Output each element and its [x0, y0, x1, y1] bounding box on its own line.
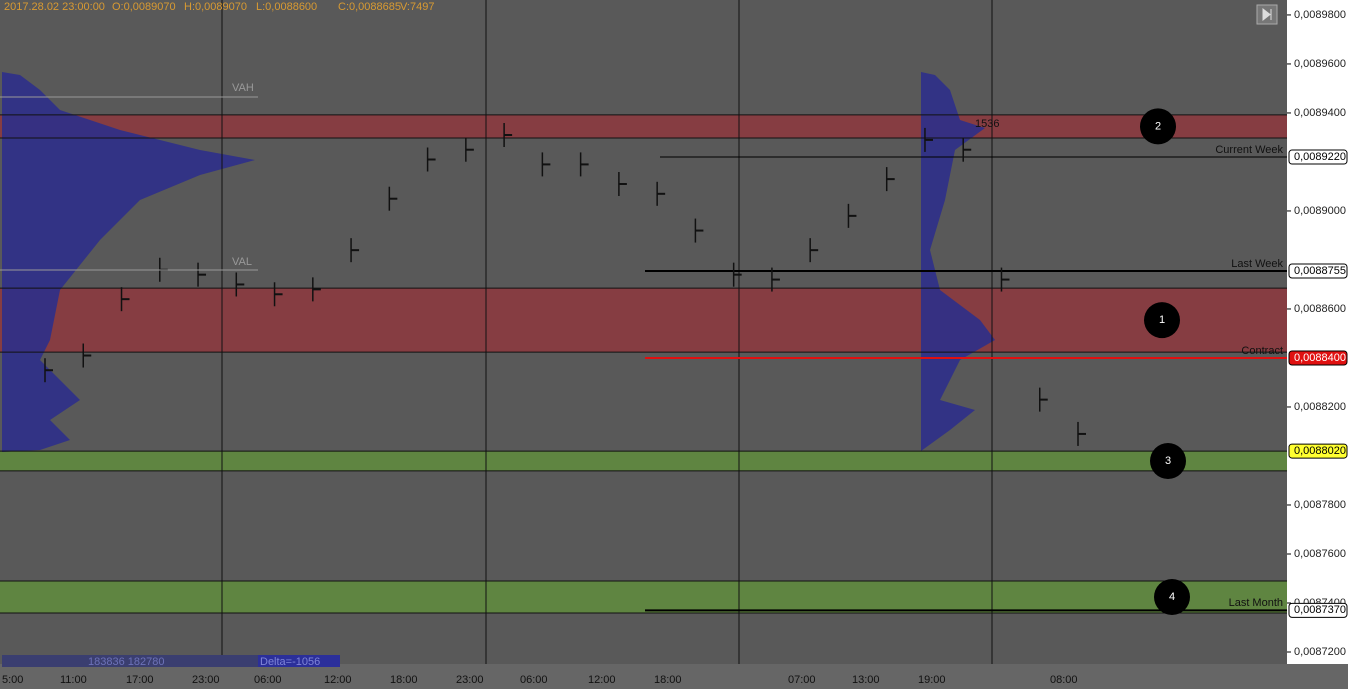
volume-profile-right: [921, 72, 995, 451]
current-price-box: [1288, 443, 1348, 459]
level-price-label: 0,0087370: [1294, 604, 1346, 616]
price-axis: [1287, 0, 1348, 664]
zone: [0, 451, 1287, 471]
time-axis: [0, 664, 1348, 689]
level-price-box: [1288, 263, 1348, 279]
y-tick-label: 0,0089600: [1294, 58, 1346, 70]
profile-volume: 1536: [975, 118, 999, 130]
zone-badge: [1144, 302, 1180, 339]
level-price-label: 0,0088755: [1294, 265, 1346, 277]
x-tick-label: 13:00: [852, 674, 880, 686]
totals: 183836 182780: [88, 656, 164, 668]
ohlc-info: O:0,0089070: [112, 1, 176, 13]
vah-label: VAH: [232, 82, 254, 94]
session-lines: [221, 0, 993, 664]
zone: [0, 114, 1287, 138]
x-tick-label: 18:00: [390, 674, 418, 686]
zone-badge: [1154, 578, 1190, 615]
x-tick-label: 12:00: [324, 674, 352, 686]
x-tick-label: 19:00: [918, 674, 946, 686]
level-price-label: 0,0089220: [1294, 151, 1346, 163]
x-tick-label: 18:00: [654, 674, 682, 686]
x-tick-label: 17:00: [126, 674, 154, 686]
y-tick-label: 0,0089000: [1294, 205, 1346, 217]
level-price-box: [1288, 350, 1348, 366]
zone-badge-label: 2: [1155, 120, 1161, 132]
level-price-box: [1288, 602, 1348, 618]
val-label: VAL: [232, 256, 252, 268]
zone-badge-label: 4: [1169, 591, 1175, 603]
y-tick-label: 0,0088200: [1294, 401, 1346, 413]
delta: Delta=-1056: [260, 656, 320, 668]
x-tick-label: 06:00: [254, 674, 282, 686]
level-name: Last Week: [1231, 258, 1283, 270]
y-tick-label: 0,0087600: [1294, 548, 1346, 560]
y-tick-label: 0,0087800: [1294, 499, 1346, 511]
y-tick-label: 0,0089800: [1294, 9, 1346, 21]
x-tick-label: 5:00: [2, 674, 23, 686]
volume-profile-left: [2, 72, 255, 452]
ohlc-info: V:7497: [400, 1, 434, 13]
x-tick-label: 23:00: [456, 674, 484, 686]
level-price-box: [1288, 149, 1348, 165]
y-tick-label: 0,0088600: [1294, 303, 1346, 315]
zone-badge: [1140, 108, 1176, 145]
current-price-label: 0,0088020: [1294, 445, 1346, 457]
x-tick-label: 06:00: [520, 674, 548, 686]
zone: [0, 580, 1287, 614]
zone-badge-label: 3: [1165, 455, 1171, 467]
zone-badge: [1150, 443, 1186, 480]
zone-badge-label: 1: [1159, 314, 1165, 326]
ohlc-info: L:0,0088600: [256, 1, 317, 13]
y-tick-label: 0,0089400: [1294, 107, 1346, 119]
scroll-end-icon: [1262, 7, 1272, 22]
delta-box: [258, 655, 340, 667]
x-tick-label: 07:00: [788, 674, 816, 686]
x-tick-label: 12:00: [588, 674, 616, 686]
x-tick-label: 11:00: [60, 674, 87, 686]
ohlc-info: C:0,0088685: [338, 1, 401, 13]
ohlc-info: 2017.28.02 23:00:00: [4, 1, 105, 13]
totals-box: [2, 655, 258, 667]
zone: [0, 288, 1287, 353]
x-tick-label: 23:00: [192, 674, 220, 686]
level-price-label: 0,0088400: [1294, 352, 1346, 364]
level-name: Last Month: [1229, 597, 1283, 609]
level-name: Contract: [1241, 345, 1283, 357]
ohlc-info: H:0,0089070: [184, 1, 247, 13]
x-tick-label: 08:00: [1050, 674, 1078, 686]
level-name: Current Week: [1215, 144, 1283, 156]
y-tick-label: 0,0087200: [1294, 646, 1346, 658]
